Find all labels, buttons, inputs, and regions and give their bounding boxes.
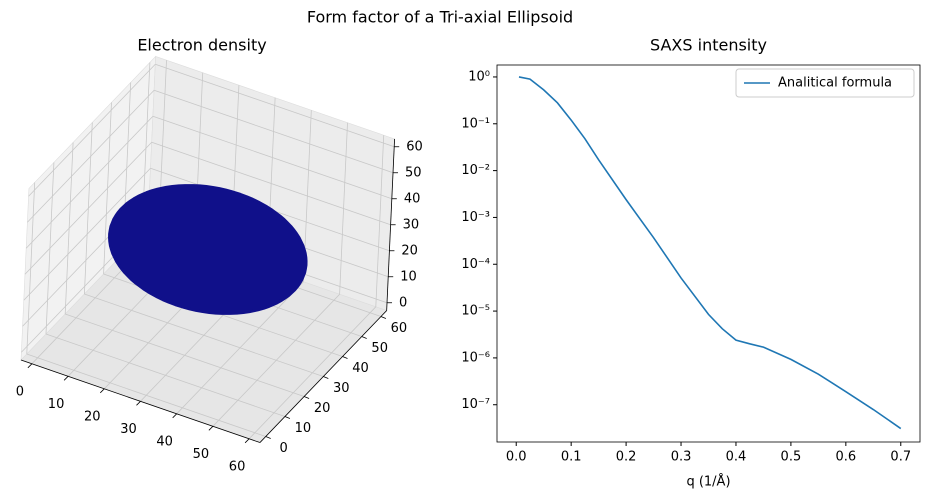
x-tick-label: 0.0 xyxy=(506,450,527,465)
ellipsoid xyxy=(108,184,308,315)
grid-line xyxy=(84,293,324,377)
y-axis-line xyxy=(259,310,387,443)
grid-line xyxy=(155,63,395,148)
tick-mark xyxy=(303,396,310,399)
x-axis-line xyxy=(20,359,261,443)
y-tick-label: 20 xyxy=(314,401,331,416)
grid-line xyxy=(26,353,266,437)
y-tick-label: 10⁰ xyxy=(468,69,490,84)
y-tick-label: 10⁻⁵ xyxy=(461,304,490,319)
grid-line xyxy=(152,115,392,200)
x-tick-label: 20 xyxy=(84,409,101,424)
z-tick-label: 60 xyxy=(406,139,423,154)
grid-line xyxy=(27,89,155,223)
z-tick-label: 50 xyxy=(405,165,422,180)
y-tick-label: 10⁻³ xyxy=(461,210,490,225)
y-tick-label: 0 xyxy=(280,441,288,456)
grid-line xyxy=(153,89,394,174)
z-tick-label: 0 xyxy=(399,295,407,310)
x-tick-label: 40 xyxy=(156,434,173,449)
x-tick-label: 0.6 xyxy=(835,450,856,465)
z-axis-line xyxy=(386,138,395,311)
tick-mark xyxy=(27,363,33,369)
subplot-title: SAXS intensity xyxy=(650,36,767,55)
x-tick-label: 0.5 xyxy=(781,450,802,465)
z-tick-label: 30 xyxy=(403,217,420,232)
z-tick-label: 40 xyxy=(404,191,421,206)
y-tick-label: 10⁻⁶ xyxy=(461,350,490,365)
x-tick-label: 60 xyxy=(229,459,246,474)
data-line xyxy=(518,76,902,430)
tick-mark xyxy=(63,376,69,381)
y-tick-label: 60 xyxy=(391,321,408,336)
subplot-title: Electron density xyxy=(137,36,266,55)
grid-line xyxy=(151,141,391,226)
x-tick-label: 0.1 xyxy=(561,450,582,465)
tick-mark xyxy=(99,388,105,394)
y-tick-label: 10⁻⁴ xyxy=(461,257,490,272)
grid-line xyxy=(45,333,286,417)
tick-mark xyxy=(244,438,250,444)
grid-line xyxy=(28,63,156,197)
grid-line xyxy=(25,115,154,249)
figure-title: Form factor of a Tri-axial Ellipsoid xyxy=(307,8,573,27)
z-tick-label: 20 xyxy=(401,243,418,258)
tick-mark xyxy=(172,413,177,419)
z-tick-label: 10 xyxy=(400,269,417,284)
grid-line xyxy=(24,141,152,275)
tick-mark xyxy=(265,436,271,439)
x-tick-label: 0.4 xyxy=(726,450,747,465)
y-tick-label: 50 xyxy=(371,341,388,356)
x-tick-label: 10 xyxy=(48,397,65,412)
tick-mark xyxy=(208,426,214,431)
y-tick-label: 10 xyxy=(295,421,312,436)
x-tick-label: 0.3 xyxy=(671,450,692,465)
x-tick-label: 0.7 xyxy=(890,450,911,465)
grid-line xyxy=(65,313,305,397)
x-tick-label: 30 xyxy=(120,422,137,437)
tick-mark xyxy=(361,336,367,339)
plot-frame xyxy=(496,64,921,443)
tick-mark xyxy=(380,316,387,319)
x-tick-label: 0 xyxy=(16,384,24,399)
y-tick-label: 30 xyxy=(333,381,350,396)
tick-mark xyxy=(323,376,329,379)
legend-label: Analitical formula xyxy=(778,76,892,91)
tick-mark xyxy=(136,401,141,406)
tick-mark xyxy=(284,416,291,419)
y-tick-label: 10⁻² xyxy=(461,163,490,178)
x-tick-label: 0.2 xyxy=(616,450,637,465)
x-axis-label: q (1/Å) xyxy=(686,474,730,490)
tick-mark xyxy=(342,356,348,359)
x-tick-label: 50 xyxy=(193,447,210,462)
legend-box xyxy=(735,68,915,98)
y-tick-label: 10⁻⁷ xyxy=(461,397,490,412)
y-tick-label: 40 xyxy=(352,361,369,376)
grid-line xyxy=(23,167,151,301)
y-tick-label: 10⁻¹ xyxy=(461,116,490,131)
